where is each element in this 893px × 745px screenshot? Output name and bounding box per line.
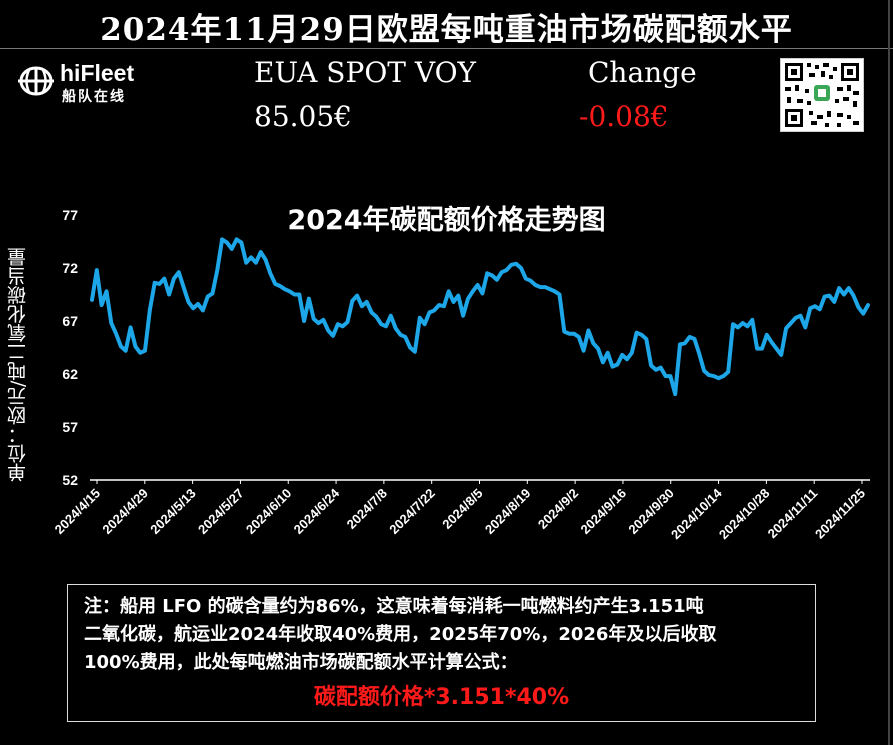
page-title: 2024年11月29日欧盟每吨重油市场碳配额水平 xyxy=(100,12,793,48)
price-line xyxy=(90,237,870,397)
x-tick-label: 2024/7/8 xyxy=(344,486,390,532)
note-line: 二氧化碳，航运业2024年收取40%费用，2025年70%，2026年及以后收取 xyxy=(84,624,717,645)
x-tick-label: 2024/8/19 xyxy=(482,486,534,538)
qr-code xyxy=(780,58,864,132)
header-divider xyxy=(0,48,893,49)
y-tick-label: 67 xyxy=(62,313,78,329)
x-tick-label: 2024/9/30 xyxy=(625,486,677,538)
y-tick-label: 57 xyxy=(62,419,78,435)
x-tick-label: 2024/10/28 xyxy=(716,486,773,543)
x-tick-label: 2024/7/22 xyxy=(386,486,438,538)
frame-border xyxy=(888,0,890,745)
y-tick-label: 52 xyxy=(62,472,78,488)
x-tick-label: 2024/9/2 xyxy=(535,486,581,532)
y-tick-label: 72 xyxy=(62,260,78,276)
note-line: 100%费用，此处每吨燃油市场碳配额水平计算公式： xyxy=(84,652,518,673)
logo-subtitle: 船队在线 xyxy=(62,89,126,105)
change-value: -0.08€ xyxy=(579,100,669,133)
y-axis-label: 单位：欧元/吨二氧化碳当量 xyxy=(7,247,29,483)
x-tick-label: 2024/6/24 xyxy=(291,485,343,537)
x-tick-label: 2024/5/13 xyxy=(147,486,199,538)
note-box: 注：船用 LFO 的碳含量约为86%，这意味着每消耗一吨燃料约产生3.151吨 … xyxy=(67,584,816,722)
x-tick-label: 2024/8/5 xyxy=(439,486,485,532)
hifleet-logo: hiFleet 船队在线 xyxy=(16,60,166,106)
x-tick-label: 2024/6/10 xyxy=(243,486,295,538)
quote-price: 85.05€ xyxy=(254,100,352,133)
x-tick-label: 2024/11/25 xyxy=(812,486,868,542)
globe-icon xyxy=(18,66,54,96)
y-tick-label: 62 xyxy=(62,366,78,382)
quote-label: EUA SPOT VOY xyxy=(254,56,477,89)
x-tick-label: 2024/4/15 xyxy=(52,486,104,538)
x-tick-label: 2024/10/14 xyxy=(668,485,725,542)
qr-code-image xyxy=(785,63,859,127)
x-ticks: 2024/4/152024/4/292024/5/132024/5/272024… xyxy=(52,480,868,543)
x-tick-label: 2024/11/11 xyxy=(765,486,821,542)
x-tick-label: 2024/5/27 xyxy=(195,486,247,538)
x-tick-label: 2024/9/16 xyxy=(578,486,630,538)
formula: 碳配额价格*3.151*40% xyxy=(313,685,570,710)
logo-name: hiFleet xyxy=(60,60,135,86)
x-tick-label: 2024/4/29 xyxy=(99,486,151,538)
chart-title: 2024年碳配额价格走势图 xyxy=(287,205,606,236)
change-label: Change xyxy=(588,56,697,89)
note-line: 注：船用 LFO 的碳含量约为86%，这意味着每消耗一吨燃料约产生3.151吨 xyxy=(84,596,704,617)
